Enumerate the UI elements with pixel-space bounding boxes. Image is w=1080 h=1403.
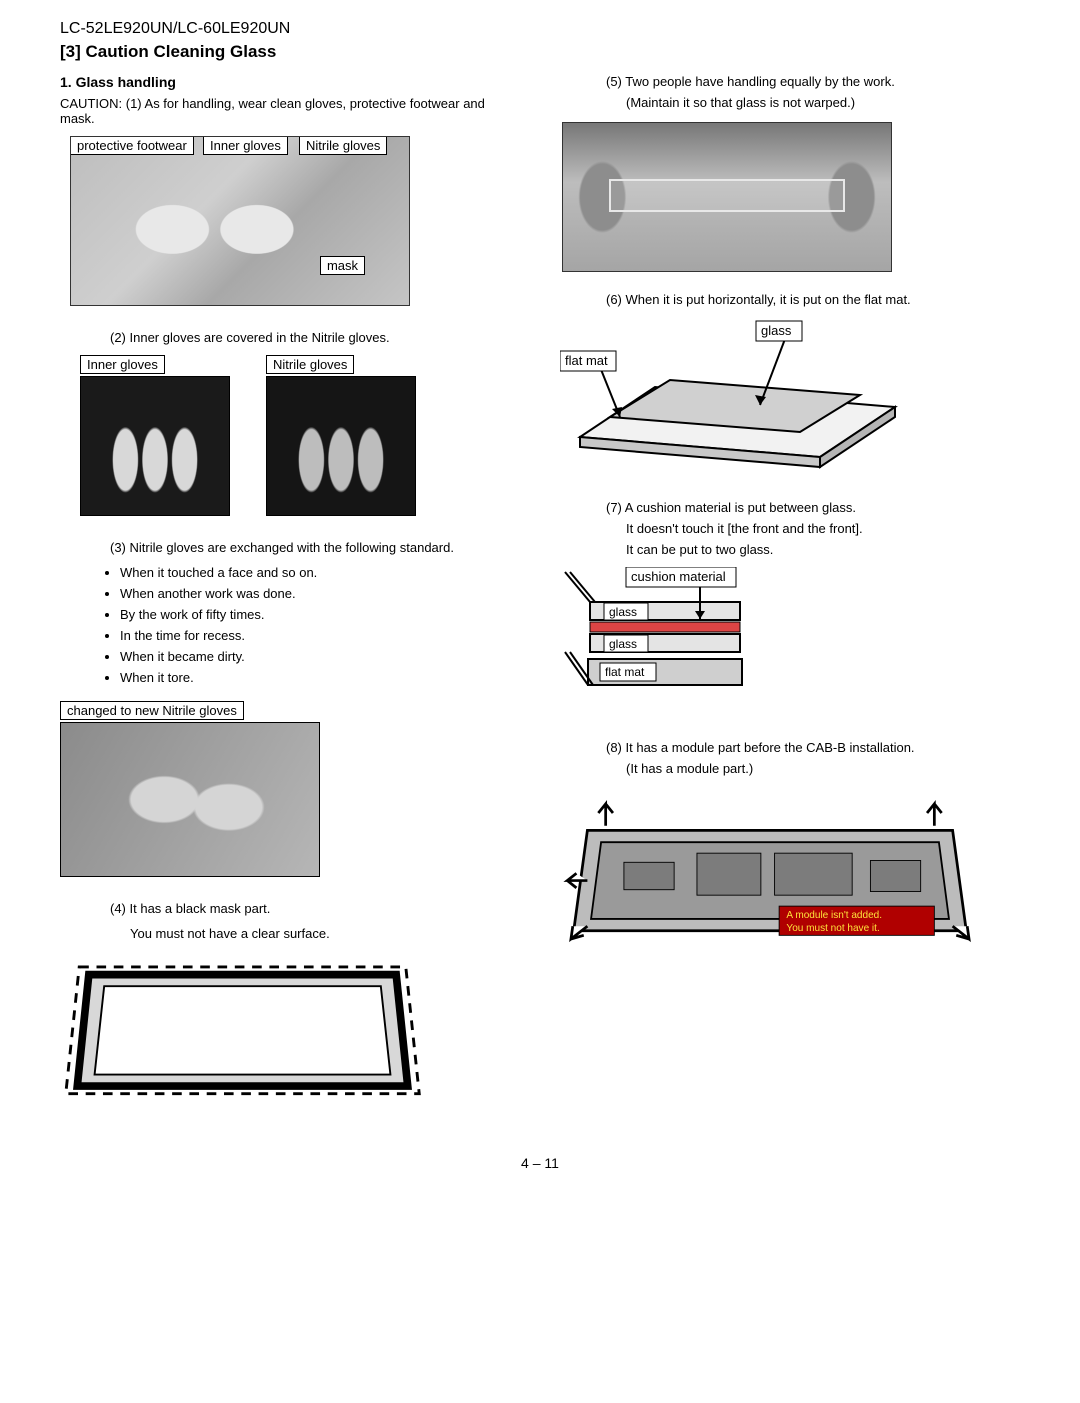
svg-warn-line1: A module isn't added. [786,910,882,921]
step-3-text: (3) Nitrile gloves are exchanged with th… [110,540,520,555]
bullet-item: When it tore. [120,670,520,685]
bullet-item: When it touched a face and so on. [120,565,520,580]
black-mask-diagram [60,949,425,1104]
subsection-heading: 1. Glass handling [60,74,520,90]
section-title: [3] Caution Cleaning Glass [60,42,1020,62]
left-column: 1. Glass handling CAUTION: (1) As for ha… [60,74,520,1131]
svg-label-glass-1: glass [609,605,637,619]
caution-prefix: CAUTION: [60,96,126,111]
module-diagram: A module isn't added. You must not have … [560,786,1020,969]
page-number: 4 – 11 [60,1155,1020,1171]
step-6-block: (6) When it is put horizontally, it is p… [560,292,1020,480]
caption-inner-gloves: Inner gloves [80,355,165,374]
caption-changed-gloves: changed to new Nitrile gloves [60,701,244,720]
flat-mat-diagram: glass flat mat [560,317,1020,480]
step-8a-text: (8) It has a module part before the CAB-… [606,740,1020,755]
two-column-layout: 1. Glass handling CAUTION: (1) As for ha… [60,74,1020,1131]
inner-gloves-photo [80,376,230,516]
step-4a-text: (4) It has a black mask part. [110,901,520,916]
step-5a-text: (5) Two people have handling equally by … [606,74,1020,89]
step-8b-text: (It has a module part.) [626,761,1020,776]
label-nitrile-gloves: Nitrile gloves [299,136,387,155]
step-7a-text: (7) A cushion material is put between gl… [606,500,1020,515]
figure-ppe: protective footwear Inner gloves Nitrile… [60,136,520,306]
step-7b-text: It doesn't touch it [the front and the f… [626,521,1020,536]
label-mask: mask [320,256,365,275]
figure-gloves-pair: Inner gloves Nitrile gloves [80,355,520,516]
model-number: LC-52LE920UN/LC-60LE920UN [60,20,1020,38]
step-3-bullets: When it touched a face and so on. When a… [120,565,520,685]
step-8-block: (8) It has a module part before the CAB-… [560,740,1020,969]
label-inner-gloves: Inner gloves [203,136,288,155]
bullet-item: When another work was done. [120,586,520,601]
nitrile-gloves-col: Nitrile gloves [266,355,416,516]
bullet-item: In the time for recess. [120,628,520,643]
step-5b-text: (Maintain it so that glass is not warped… [626,95,1020,110]
page-root: LC-52LE920UN/LC-60LE920UN [3] Caution Cl… [60,20,1020,1171]
ppe-photo-sketch [71,137,409,305]
changed-gloves-photo [60,722,320,877]
bullet-item: When it became dirty. [120,649,520,664]
step-6-text: (6) When it is put horizontally, it is p… [606,292,1020,307]
step-5-block: (5) Two people have handling equally by … [560,74,1020,272]
nitrile-gloves-photo [266,376,416,516]
svg-warn-line2: You must not have it. [786,923,879,934]
ppe-photo: protective footwear Inner gloves Nitrile… [70,136,410,306]
inner-gloves-col: Inner gloves [80,355,230,516]
caption-nitrile-gloves: Nitrile gloves [266,355,354,374]
bullet-item: By the work of fifty times. [120,607,520,622]
step-2-text: (2) Inner gloves are covered in the Nitr… [110,330,520,345]
step-7-block: (7) A cushion material is put between gl… [560,500,1020,720]
figure-changed-gloves: changed to new Nitrile gloves [60,701,520,877]
svg-label-flat-mat: flat mat [565,353,608,368]
step-7c-text: It can be put to two glass. [626,542,1020,557]
svg-label-glass-2: glass [609,637,637,651]
two-person-photo [562,122,892,272]
svg-label-cushion: cushion material [631,569,726,584]
step-4b-text: You must not have a clear surface. [130,926,520,941]
label-protective-footwear: protective footwear [70,136,194,155]
step-1-text: CAUTION: (1) As for handling, wear clean… [60,96,520,126]
svg-label-flat-mat-2: flat mat [605,665,645,679]
svg-label-glass: glass [761,323,792,338]
cushion-diagram: cushion material glass glass flat mat [560,567,1020,720]
right-column: (5) Two people have handling equally by … [560,74,1020,1131]
figure-black-mask [60,949,520,1107]
